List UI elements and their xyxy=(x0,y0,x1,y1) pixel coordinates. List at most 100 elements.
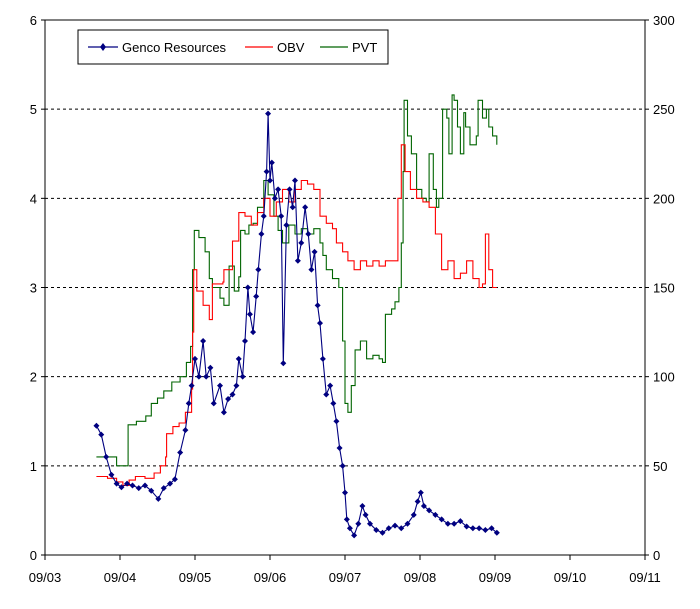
series-genco-resources-point xyxy=(323,391,330,398)
series-genco-resources-point xyxy=(444,520,451,527)
series-genco-resources-point xyxy=(351,532,358,539)
x-tick-label: 09/10 xyxy=(554,570,587,585)
series-genco-resources-point xyxy=(336,445,343,451)
series-genco-resources-point xyxy=(103,453,110,460)
series-genco-resources-line xyxy=(95,113,498,537)
series-genco-resources-point xyxy=(451,520,458,527)
series-genco-resources-point xyxy=(367,520,373,527)
y-right-tick-label: 200 xyxy=(653,191,675,206)
y-left-tick-label: 2 xyxy=(30,370,37,385)
series-genco-resources-point xyxy=(258,231,265,237)
series-genco-resources-point xyxy=(171,476,178,483)
series-genco-resources-point xyxy=(339,462,346,469)
series-genco-resources-point xyxy=(275,186,282,193)
series-genco-resources-point xyxy=(239,373,246,380)
series-genco-resources-point xyxy=(283,222,290,229)
series-genco-resources-point xyxy=(246,311,253,318)
series-genco-resources-point xyxy=(250,329,257,336)
series-genco-resources-point xyxy=(346,525,353,532)
y-left-tick-label: 3 xyxy=(30,281,37,296)
series-genco-resources-point xyxy=(242,338,248,344)
series-genco-resources-point xyxy=(342,489,348,496)
series-genco-resources-point xyxy=(305,231,312,237)
series-genco-resources-point xyxy=(185,400,192,407)
series-pvt-line xyxy=(96,94,498,467)
y-left-tick-label: 5 xyxy=(30,102,37,117)
series-genco-resources-point xyxy=(373,527,380,534)
series-genco-resources-point xyxy=(267,177,273,184)
series-genco-resources-point xyxy=(314,302,321,309)
series-genco-resources-point xyxy=(260,213,267,220)
series-genco-resources-point xyxy=(200,338,207,344)
series-genco-resources-point xyxy=(263,168,270,175)
series-genco-resources-point xyxy=(417,489,424,496)
grid xyxy=(45,108,645,467)
y-left-tick-label: 4 xyxy=(30,191,37,206)
series-genco-resources-point xyxy=(294,257,301,264)
series-genco-resources-point xyxy=(225,395,232,402)
series-genco-resources-point xyxy=(333,418,340,425)
series-genco-resources-point xyxy=(203,373,210,380)
series-genco-resources-point xyxy=(432,511,439,518)
y-left-tick-label: 1 xyxy=(30,459,37,474)
x-tick-label: 09/11 xyxy=(629,570,661,585)
x-tick-label: 09/06 xyxy=(254,570,287,585)
series-genco-resources-point xyxy=(286,186,293,193)
y-right-tick-label: 300 xyxy=(653,13,675,28)
y-right-tick-label: 150 xyxy=(653,281,675,296)
series-genco-resources-point xyxy=(319,355,326,362)
series-layer xyxy=(93,94,500,539)
series-genco-resources-point xyxy=(308,266,315,273)
series-genco-resources-point xyxy=(108,471,115,478)
series-genco-resources-point xyxy=(217,382,223,389)
series-genco-resources-point xyxy=(271,195,278,202)
series-genco-resources-point xyxy=(210,400,217,407)
y-left-tick-label: 0 xyxy=(30,548,37,563)
series-genco-resources-point xyxy=(311,248,318,255)
series-genco-resources-point xyxy=(253,293,260,300)
series-genco-resources-point xyxy=(289,204,296,211)
series-genco-resources-point xyxy=(292,177,298,184)
series-genco-resources-point xyxy=(235,355,242,362)
legend-obv-label: OBV xyxy=(277,40,305,55)
y-right-tick-label: 250 xyxy=(653,102,675,117)
series-genco-resources-point xyxy=(493,529,500,536)
series-genco-resources-point xyxy=(113,480,120,487)
series-genco-resources-point xyxy=(404,520,411,527)
axes: 0 1 2 3 4 5 6 0 50 100 150 200 250 300 09/03 09/04 09/05… xyxy=(29,13,675,585)
series-genco-resources-point xyxy=(220,409,227,416)
series-genco-resources-point xyxy=(330,400,337,407)
y-right-tick-label: 50 xyxy=(653,459,667,474)
series-genco-resources-point xyxy=(278,213,285,220)
x-tick-label: 09/09 xyxy=(479,570,512,585)
series-genco-resources-point xyxy=(229,391,236,398)
series-genco-resources-point xyxy=(488,525,495,532)
y-left-tick-label: 6 xyxy=(30,13,37,28)
series-genco-resources-point xyxy=(469,525,476,532)
series-genco-resources-point xyxy=(482,527,489,534)
series-genco-resources-point xyxy=(426,507,433,514)
series-genco-resources-point xyxy=(167,480,173,487)
series-genco-resources-point xyxy=(359,502,366,509)
series-genco-resources-point xyxy=(265,110,272,117)
y-right-tick-label: 0 xyxy=(653,548,660,563)
series-genco-resources-point xyxy=(362,511,369,518)
series-genco-resources-point xyxy=(463,523,470,530)
legend-genco-label: Genco Resources xyxy=(122,40,227,55)
series-genco-resources-point xyxy=(280,360,287,367)
series-genco-resources-point xyxy=(155,495,162,502)
series-genco-resources-point xyxy=(93,422,100,429)
x-tick-label: 09/07 xyxy=(329,570,362,585)
series-genco-resources-point xyxy=(135,485,142,492)
x-tick-label: 09/08 xyxy=(404,570,437,585)
series-genco-resources-point xyxy=(268,159,275,166)
series-genco-resources-point xyxy=(182,427,189,434)
series-genco-resources-point xyxy=(124,480,131,487)
series-genco-resources-point xyxy=(129,482,136,489)
series-obv-line xyxy=(96,144,497,486)
series-genco-resources-point xyxy=(327,382,334,389)
series-genco-resources-point xyxy=(385,525,392,532)
series-genco-resources-point xyxy=(457,518,464,525)
series-genco-resources-point xyxy=(302,204,309,211)
